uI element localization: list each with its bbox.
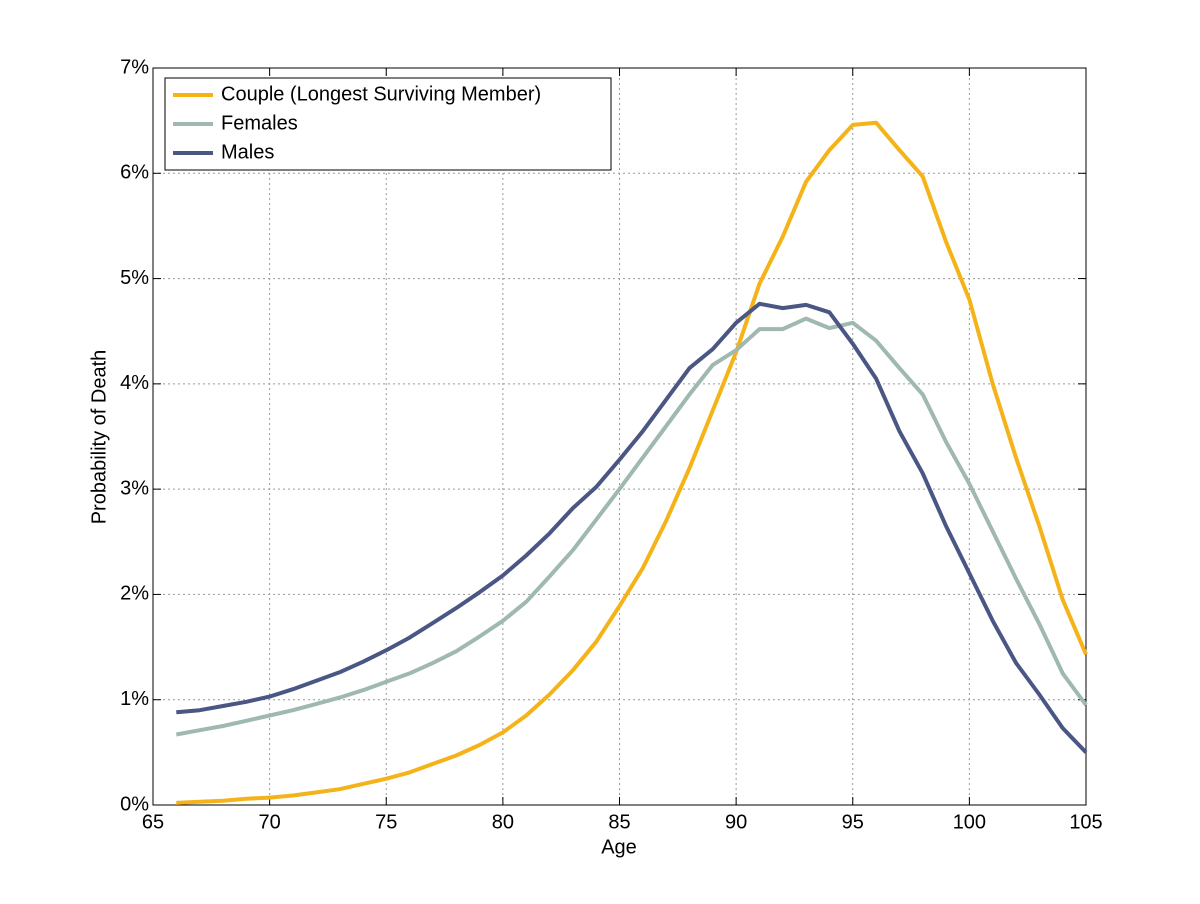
y-tick-label: 5% bbox=[120, 267, 149, 289]
y-tick-label: 7% bbox=[120, 56, 149, 78]
plot-frame bbox=[152, 67, 1087, 806]
x-tick-label: 90 bbox=[725, 811, 747, 833]
series-line bbox=[176, 120, 1088, 805]
x-tick-label: 75 bbox=[375, 811, 397, 833]
x-tick-label: 70 bbox=[259, 811, 281, 833]
y-tick-label: 0% bbox=[120, 793, 149, 815]
legend-label: Females bbox=[221, 112, 298, 134]
y-tick-label: 1% bbox=[120, 688, 149, 710]
series-line bbox=[175, 316, 1088, 737]
y-axis-label: Probability of Death bbox=[88, 350, 110, 525]
y-tick-label: 4% bbox=[120, 372, 149, 394]
legend-label: Couple (Longest Surviving Member) bbox=[221, 83, 541, 105]
y-tick-label: 2% bbox=[120, 583, 149, 605]
y-tick-label: 3% bbox=[120, 477, 149, 499]
x-tick-label: 105 bbox=[1069, 811, 1102, 833]
x-tick-label: 85 bbox=[608, 811, 630, 833]
y-tick-label: 6% bbox=[120, 162, 149, 184]
x-tick-label: 95 bbox=[842, 811, 864, 833]
x-tick-label: 65 bbox=[142, 811, 164, 833]
x-tick-label: 80 bbox=[492, 811, 514, 833]
x-tick-label: 100 bbox=[953, 811, 986, 833]
legend-label: Males bbox=[221, 141, 274, 163]
x-axis-label: Age bbox=[601, 836, 637, 858]
series-line bbox=[176, 301, 1088, 754]
legend-box bbox=[164, 77, 612, 171]
